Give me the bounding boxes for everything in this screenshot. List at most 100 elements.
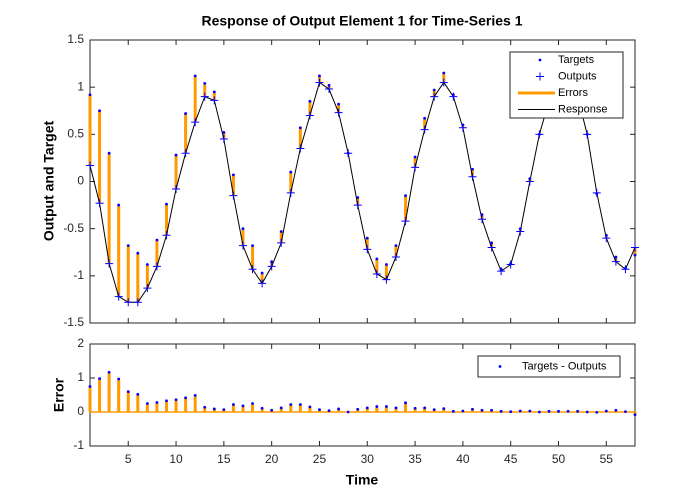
error-marker xyxy=(375,405,379,408)
error-marker xyxy=(557,409,560,413)
legend-symbol xyxy=(498,365,502,368)
y-tick-label: 0 xyxy=(77,404,84,418)
output-marker xyxy=(382,275,391,284)
legend-label: Targets xyxy=(558,54,595,66)
target-marker xyxy=(375,257,379,261)
target-marker xyxy=(461,123,465,127)
output-marker xyxy=(363,245,372,254)
y-axis-label: Error xyxy=(51,377,67,412)
target-marker xyxy=(499,267,503,271)
target-marker xyxy=(145,263,149,266)
error-marker xyxy=(461,409,465,413)
output-marker xyxy=(478,215,487,224)
target-marker xyxy=(480,213,484,216)
error-marker xyxy=(471,407,474,411)
x-tick-label: 40 xyxy=(456,452,470,466)
error-marker xyxy=(413,406,417,410)
chart-title: Response of Output Element 1 for Time-Se… xyxy=(201,13,522,29)
target-marker xyxy=(126,244,130,248)
target-marker xyxy=(394,244,398,248)
output-marker xyxy=(258,279,267,288)
error-marker xyxy=(451,409,455,413)
error-marker xyxy=(385,405,388,408)
output-marker xyxy=(95,199,104,208)
target-marker xyxy=(442,71,446,75)
output-marker xyxy=(143,284,152,293)
error-marker xyxy=(585,410,589,414)
target-marker xyxy=(537,132,541,136)
target-marker xyxy=(165,202,168,206)
target-marker xyxy=(432,88,436,92)
output-marker xyxy=(229,191,238,200)
x-tick-label: 55 xyxy=(600,452,614,466)
output-marker xyxy=(86,161,94,170)
y-tick-label: -1 xyxy=(73,268,84,282)
output-marker xyxy=(353,201,362,210)
target-marker xyxy=(356,196,360,199)
output-marker xyxy=(334,108,343,117)
target-marker xyxy=(260,271,264,275)
error-marker xyxy=(346,410,350,414)
output-marker xyxy=(372,269,381,278)
error-marker xyxy=(165,399,168,403)
error-marker xyxy=(126,390,130,393)
target-marker xyxy=(528,177,532,181)
error-marker xyxy=(566,409,570,413)
error-marker xyxy=(88,385,92,388)
output-marker xyxy=(277,238,286,247)
target-marker xyxy=(232,173,235,177)
output-marker xyxy=(114,292,123,301)
error-marker xyxy=(308,405,312,409)
output-marker xyxy=(248,265,257,274)
error-marker xyxy=(184,396,188,400)
error-marker xyxy=(499,409,503,413)
target-marker xyxy=(385,263,388,266)
target-marker xyxy=(289,170,293,174)
target-marker xyxy=(518,227,522,231)
target-marker xyxy=(451,93,455,97)
target-marker xyxy=(604,233,608,237)
output-marker xyxy=(152,262,161,271)
legend-box xyxy=(509,51,624,119)
error-marker xyxy=(394,406,398,410)
target-marker xyxy=(184,112,188,115)
target-marker xyxy=(222,131,226,134)
target-marker xyxy=(88,93,92,97)
output-marker xyxy=(133,298,142,307)
output-marker xyxy=(267,262,276,271)
target-marker xyxy=(633,253,637,257)
error-marker xyxy=(518,409,522,413)
target-marker xyxy=(585,132,589,136)
target-marker xyxy=(136,251,140,255)
error-marker xyxy=(547,409,551,413)
output-marker xyxy=(238,241,247,250)
output-marker xyxy=(611,257,620,266)
y-tick-label: -0.5 xyxy=(63,221,84,235)
target-marker xyxy=(318,74,321,78)
error-marker xyxy=(490,408,493,412)
error-marker xyxy=(222,408,226,412)
error-marker xyxy=(365,406,369,410)
error-marker xyxy=(241,404,245,408)
target-marker xyxy=(624,266,627,270)
legend-label: Errors xyxy=(558,87,588,99)
output-marker xyxy=(487,243,496,252)
output-marker xyxy=(296,144,305,153)
error-marker xyxy=(633,413,637,417)
y-axis-label: Output and Target xyxy=(41,121,57,242)
output-marker xyxy=(181,149,190,158)
error-marker xyxy=(528,409,532,413)
output-marker xyxy=(401,217,410,226)
output-marker xyxy=(191,118,200,127)
x-tick-label: 25 xyxy=(313,452,327,466)
error-marker xyxy=(260,406,264,410)
legend-symbol xyxy=(538,58,542,62)
output-marker xyxy=(631,243,639,252)
output-marker xyxy=(305,111,314,120)
error-marker xyxy=(356,407,360,411)
target-marker xyxy=(471,167,474,171)
target-marker xyxy=(174,153,178,157)
target-marker xyxy=(490,241,493,245)
error-marker xyxy=(232,403,235,406)
y-tick-label: -1.5 xyxy=(63,315,84,329)
